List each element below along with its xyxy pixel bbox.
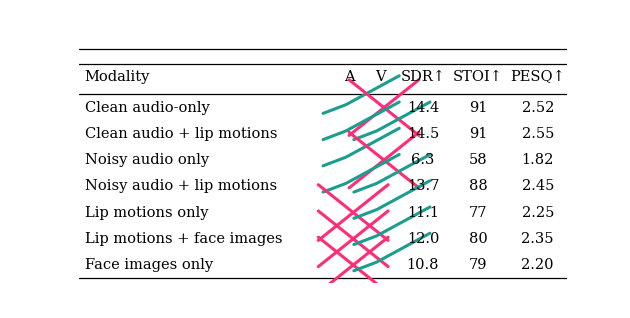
- Text: STOI↑: STOI↑: [453, 70, 503, 84]
- Text: Face images only: Face images only: [84, 258, 213, 272]
- Text: 91: 91: [469, 100, 488, 114]
- Text: 1.82: 1.82: [522, 153, 554, 167]
- Text: 80: 80: [469, 232, 488, 246]
- Text: 88: 88: [469, 179, 488, 193]
- Text: 77: 77: [469, 205, 488, 219]
- Text: Lip motions + face images: Lip motions + face images: [84, 232, 282, 246]
- Text: 58: 58: [469, 153, 488, 167]
- Text: 2.55: 2.55: [522, 127, 554, 141]
- Text: 10.8: 10.8: [407, 258, 439, 272]
- Text: 79: 79: [469, 258, 488, 272]
- Text: Clean audio + lip motions: Clean audio + lip motions: [84, 127, 277, 141]
- Text: A: A: [345, 70, 355, 84]
- Text: 11.1: 11.1: [407, 205, 439, 219]
- Text: Noisy audio + lip motions: Noisy audio + lip motions: [84, 179, 277, 193]
- Text: PESQ↑: PESQ↑: [510, 70, 565, 84]
- Text: Lip motions only: Lip motions only: [84, 205, 208, 219]
- Text: 14.4: 14.4: [407, 100, 439, 114]
- Text: SDR↑: SDR↑: [401, 70, 445, 84]
- Text: V: V: [375, 70, 386, 84]
- Text: 91: 91: [469, 127, 488, 141]
- Text: Modality: Modality: [84, 70, 150, 84]
- Text: 14.5: 14.5: [407, 127, 439, 141]
- Text: 2.45: 2.45: [522, 179, 554, 193]
- Text: 6.3: 6.3: [411, 153, 435, 167]
- Text: 2.52: 2.52: [522, 100, 554, 114]
- Text: Clean audio-only: Clean audio-only: [84, 100, 209, 114]
- Text: 2.35: 2.35: [522, 232, 554, 246]
- Text: 13.7: 13.7: [407, 179, 439, 193]
- Text: 2.20: 2.20: [522, 258, 554, 272]
- Text: 2.25: 2.25: [522, 205, 554, 219]
- Text: 12.0: 12.0: [407, 232, 439, 246]
- Text: Noisy audio only: Noisy audio only: [84, 153, 209, 167]
